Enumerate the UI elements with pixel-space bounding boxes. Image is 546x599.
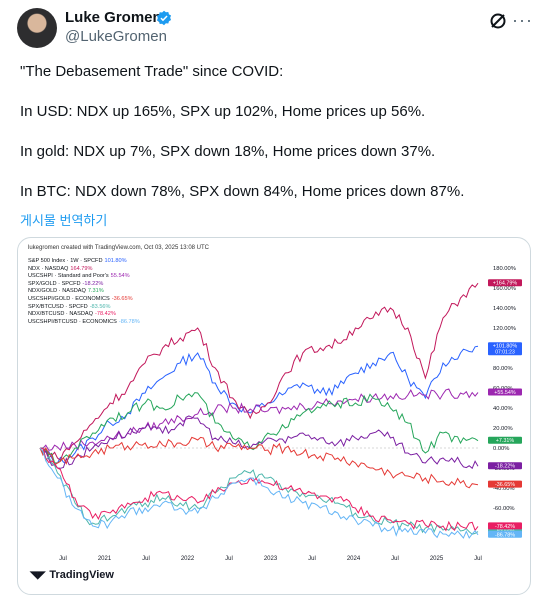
x-tick-label: Jul xyxy=(225,556,233,562)
legend-series-value: -78.42% xyxy=(94,311,116,318)
legend-series-value: -83.56% xyxy=(89,303,111,310)
y-tick-label: 120.00% xyxy=(493,326,516,332)
last-value-tag xyxy=(488,462,522,470)
legend-series-value: 7.31% xyxy=(87,288,104,295)
legend-series-value: 164.79% xyxy=(70,265,93,272)
x-tick-label: Jul xyxy=(142,556,150,562)
y-tick-label: 40.00% xyxy=(493,406,513,412)
y-tick-label: 80.00% xyxy=(493,366,513,372)
last-value-label: +101.80% xyxy=(493,344,518,350)
legend-entry: SPX/GOLD · SPCFD -18.22% xyxy=(28,281,140,289)
series-line xyxy=(39,436,479,489)
last-value-tag xyxy=(488,436,522,444)
legend-entry: S&P 500 Index · 1W · SPCFD 101.80% xyxy=(28,258,140,266)
legend-series-value: 101.80% xyxy=(104,258,127,264)
legend-entry: NDX/GOLD · NASDAQ 7.31% xyxy=(28,288,140,296)
author-handle[interactable]: @LukeGromen xyxy=(65,28,167,45)
last-value-label: -78.42% xyxy=(495,524,515,530)
legend-series-name: USCSHPI · Standard and Poor's xyxy=(28,273,109,280)
last-value-label: +164.79% xyxy=(493,281,518,287)
last-value-label: -86.78% xyxy=(495,532,515,538)
series-line xyxy=(39,345,479,465)
x-tick-label: Jul xyxy=(308,556,316,562)
last-value-tag xyxy=(488,342,522,356)
last-value-label: +7.31% xyxy=(496,438,515,444)
x-tick-label: 2023 xyxy=(264,556,278,562)
legend-series-value: -18.22% xyxy=(82,280,104,287)
legend-entry: SPX/BTCUSD · SPCFD -83.56% xyxy=(28,304,140,312)
last-value-sublabel: 07:01:23 xyxy=(495,350,515,356)
series-line xyxy=(39,415,479,470)
y-tick-label: 20.00% xyxy=(493,426,513,432)
x-tick-label: 2024 xyxy=(347,556,361,562)
x-tick-label: 2021 xyxy=(98,556,112,562)
author-avatar[interactable] xyxy=(17,8,57,48)
author-name[interactable]: Luke Gromen xyxy=(65,9,162,26)
y-tick-label: -60.00% xyxy=(493,506,515,512)
series-line xyxy=(39,447,479,532)
legend-entry: USCSHPI/BTCUSD · ECONOMICS -86.78% xyxy=(28,319,140,327)
series-line xyxy=(39,447,479,539)
legend-entry: USCSHPI · Standard and Poor's 55.54% xyxy=(28,273,140,281)
last-value-label: -36.65% xyxy=(495,482,515,488)
legend-series-name: SPX/BTCUSD · SPCFD xyxy=(28,303,88,310)
tweet-text: "The Debasement Trade" since COVID: In U… xyxy=(20,63,465,200)
y-tick-label: 0.00% xyxy=(493,446,509,452)
legend-series-name: S&P 500 Index · 1W · SPCFD xyxy=(28,258,103,264)
last-value-tag xyxy=(488,480,522,488)
x-tick-label: Jul xyxy=(391,556,399,562)
legend-series-value: -86.78% xyxy=(118,318,140,325)
chart-legend: S&P 500 Index · 1W · SPCFD 101.80% NDX · N… xyxy=(28,258,140,326)
legend-series-value: -36.65% xyxy=(111,295,133,302)
legend-series-name: NDX/GOLD · NASDAQ xyxy=(28,288,86,295)
y-tick-label: 160.00% xyxy=(493,286,516,292)
tradingview-logo: ◥◤ TradingView xyxy=(30,569,114,581)
chart-plot: 180.00%160.00%140.00%120.00%100.00%80.00… xyxy=(39,266,522,562)
y-tick-label: 140.00% xyxy=(493,306,516,312)
legend-series-name: NDX · NASDAQ xyxy=(28,265,69,272)
legend-series-name: NDX/BTCUSD · NASDAQ xyxy=(28,311,93,318)
last-value-tag xyxy=(488,530,522,538)
x-tick-label: Jul xyxy=(474,556,482,562)
series-line xyxy=(39,388,479,452)
legend-series-name: USCSHPI/BTCUSD · ECONOMICS xyxy=(28,318,117,325)
y-tick-label: 180.00% xyxy=(493,266,516,272)
legend-series-value: 55.54% xyxy=(110,273,130,280)
x-tick-label: 2025 xyxy=(430,556,444,562)
last-value-tag xyxy=(488,388,522,396)
legend-entry: USCSHPI/GOLD · ECONOMICS -36.65% xyxy=(28,296,140,304)
last-value-tag xyxy=(488,522,522,530)
legend-entry: NDX/BTCUSD · NASDAQ -78.42% xyxy=(28,311,140,319)
grok-icon[interactable] xyxy=(488,11,508,31)
tradingview-logo-text: TradingView xyxy=(49,569,114,581)
legend-series-name: USCSHPI/GOLD · ECONOMICS xyxy=(28,295,110,302)
tweet-media-chart[interactable]: lukegromen created with TradingView.com,… xyxy=(17,237,531,595)
tradingview-logo-icon: ◥◤ xyxy=(30,570,46,581)
more-icon[interactable]: ··· xyxy=(512,10,533,30)
last-value-label: +55.54% xyxy=(494,390,516,396)
chart-header: lukegromen created with TradingView.com,… xyxy=(28,245,209,251)
legend-series-name: SPX/GOLD · SPCFD xyxy=(28,280,81,287)
series-line xyxy=(39,392,479,464)
last-value-tag xyxy=(488,279,522,287)
x-tick-label: 2022 xyxy=(181,556,195,562)
legend-entry: NDX · NASDAQ 164.79% xyxy=(28,266,140,274)
series-line xyxy=(39,282,479,462)
x-tick-label: Jul xyxy=(59,556,67,562)
series-line xyxy=(39,447,479,535)
y-tick-label: -40.00% xyxy=(493,486,515,492)
translate-post-link[interactable]: 게시물 번역하기 xyxy=(20,213,108,228)
last-value-label: -18.22% xyxy=(495,464,515,470)
verified-badge-icon xyxy=(156,10,172,26)
